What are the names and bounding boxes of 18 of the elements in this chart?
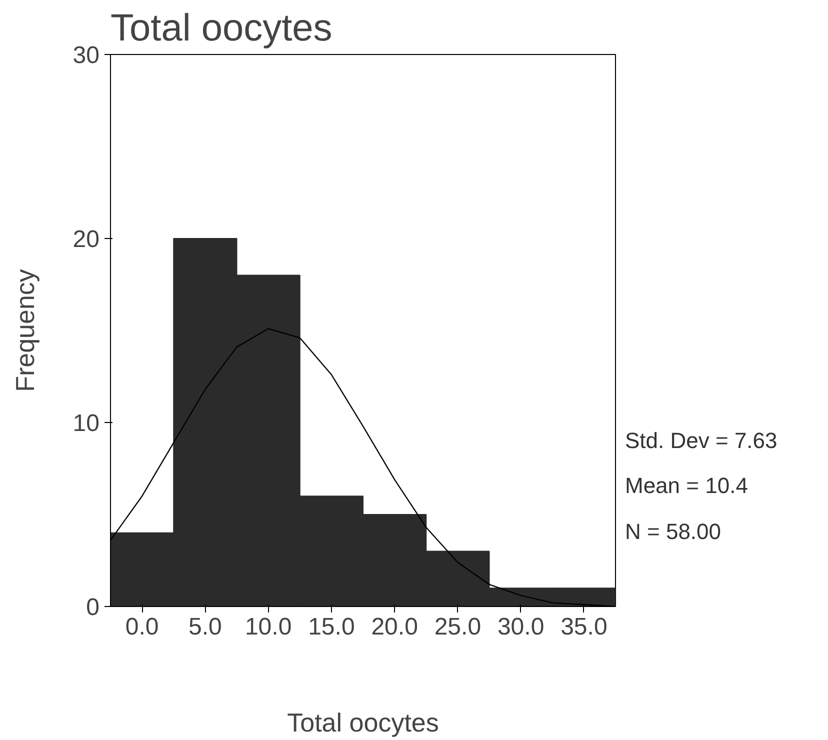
text: Std. Dev = 7.63: [625, 427, 778, 455]
x-tick-label: 20.0: [371, 614, 418, 640]
x-axis-title: Total oocytes: [287, 708, 439, 738]
text: Mean = 10.4: [625, 472, 749, 500]
x-tick-label: 35.0: [560, 614, 608, 640]
y-tick-label: 20: [72, 226, 100, 253]
y-axis-title: Frequency: [10, 269, 40, 392]
x-tick-label: 5.0: [188, 614, 222, 640]
y-tick-label: 10: [72, 410, 100, 437]
x-tick-label: 10.0: [244, 614, 292, 640]
text: N = 58.00: [625, 518, 722, 546]
x-tick-label: 25.0: [434, 614, 482, 640]
y-tick-label: 0: [86, 594, 100, 621]
x-tick-label: 30.0: [497, 614, 544, 640]
x-tick-label: 15.0: [308, 614, 355, 640]
x-tick-label: 0.0: [125, 614, 159, 640]
chart-title: Total oocytes: [110, 8, 332, 50]
y-tick-label: 30: [72, 42, 100, 69]
